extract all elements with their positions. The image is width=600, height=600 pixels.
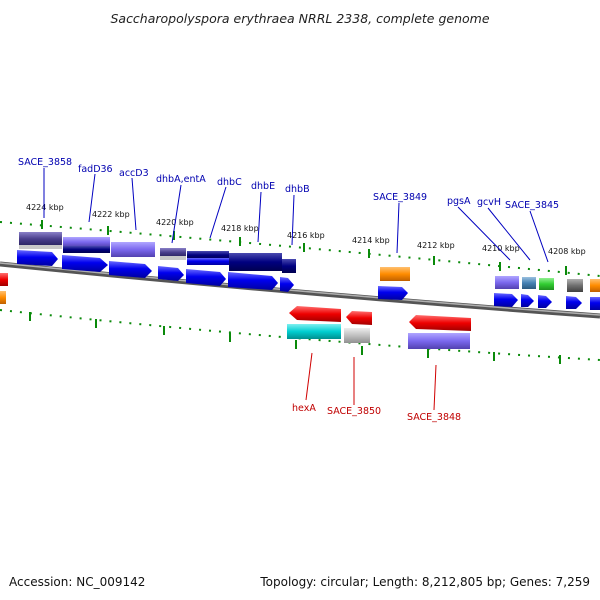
cds-arrow bbox=[566, 296, 582, 309]
cds-arrow bbox=[186, 269, 226, 286]
cds-arrow bbox=[62, 255, 108, 272]
label-lines-upper bbox=[43, 168, 549, 263]
tick-label: 4218 kbp bbox=[221, 224, 259, 233]
gene-label-accd3[interactable]: accD3 bbox=[119, 168, 149, 179]
cds-arrow-reverse bbox=[289, 306, 341, 322]
cds-arrow bbox=[17, 250, 58, 266]
cds-arrow bbox=[228, 272, 278, 290]
cds-arrow-reverse bbox=[346, 311, 372, 325]
tick-label: 4212 kbp bbox=[417, 241, 455, 250]
gene-label-sace-3848[interactable]: SACE_3848 bbox=[407, 412, 461, 423]
partial-feature bbox=[0, 291, 6, 304]
major-ticks-lower bbox=[29, 312, 561, 364]
gene-label-sace-3845[interactable]: SACE_3845 bbox=[505, 200, 559, 211]
label-lines-lower bbox=[305, 352, 437, 411]
cds-arrow bbox=[538, 295, 552, 308]
major-ticks-upper bbox=[41, 220, 567, 275]
partial-feature bbox=[0, 273, 8, 286]
gene-label-dhbc[interactable]: dhbC bbox=[217, 177, 242, 188]
genome-backbone bbox=[0, 261, 600, 319]
tick-label: 4222 kbp bbox=[92, 210, 130, 219]
feature-band-upper bbox=[19, 232, 600, 292]
cds-arrow bbox=[521, 294, 534, 307]
cds-arrow-reverse bbox=[409, 315, 471, 331]
gene-label-sace-3858[interactable]: SACE_3858 bbox=[18, 157, 72, 168]
feature-band-lower bbox=[287, 324, 470, 349]
gene-label-pgsa[interactable]: pgsA bbox=[447, 196, 471, 207]
gene-label-hexa[interactable]: hexA bbox=[292, 403, 316, 414]
gene-label-dhbb[interactable]: dhbB bbox=[285, 184, 310, 195]
gene-label-dhba-enta[interactable]: dhbA,entA bbox=[156, 174, 206, 185]
cds-arrows-upper bbox=[17, 250, 600, 310]
gene-label-fadd36[interactable]: fadD36 bbox=[78, 164, 113, 175]
cds-arrow bbox=[494, 293, 518, 307]
tick-label: 4214 kbp bbox=[352, 236, 390, 245]
gene-label-dhbe[interactable]: dhbE bbox=[251, 181, 275, 192]
map-title: Saccharopolyspora erythraea NRRL 2338, c… bbox=[110, 11, 489, 26]
gene-label-sace-3849[interactable]: SACE_3849 bbox=[373, 192, 427, 203]
tick-label: 4224 kbp bbox=[26, 203, 64, 212]
tick-label: 4208 kbp bbox=[548, 247, 586, 256]
cds-arrow bbox=[590, 297, 600, 310]
tick-label: 4216 kbp bbox=[287, 231, 325, 240]
cds-arrow bbox=[280, 277, 294, 292]
tick-label: 4210 kbp bbox=[482, 244, 520, 253]
scale-upper bbox=[0, 221, 600, 277]
cds-arrows-lower bbox=[289, 306, 471, 331]
topology-text: Topology: circular; Length: 8,212,805 bp… bbox=[259, 575, 590, 589]
cds-arrow bbox=[158, 266, 184, 281]
gene-label-sace-3850[interactable]: SACE_3850 bbox=[327, 406, 381, 417]
gene-label-gcvh[interactable]: gcvH bbox=[477, 197, 501, 208]
cds-arrow bbox=[378, 286, 408, 300]
cds-arrow bbox=[109, 261, 152, 278]
accession-text: Accession: NC_009142 bbox=[9, 575, 145, 589]
